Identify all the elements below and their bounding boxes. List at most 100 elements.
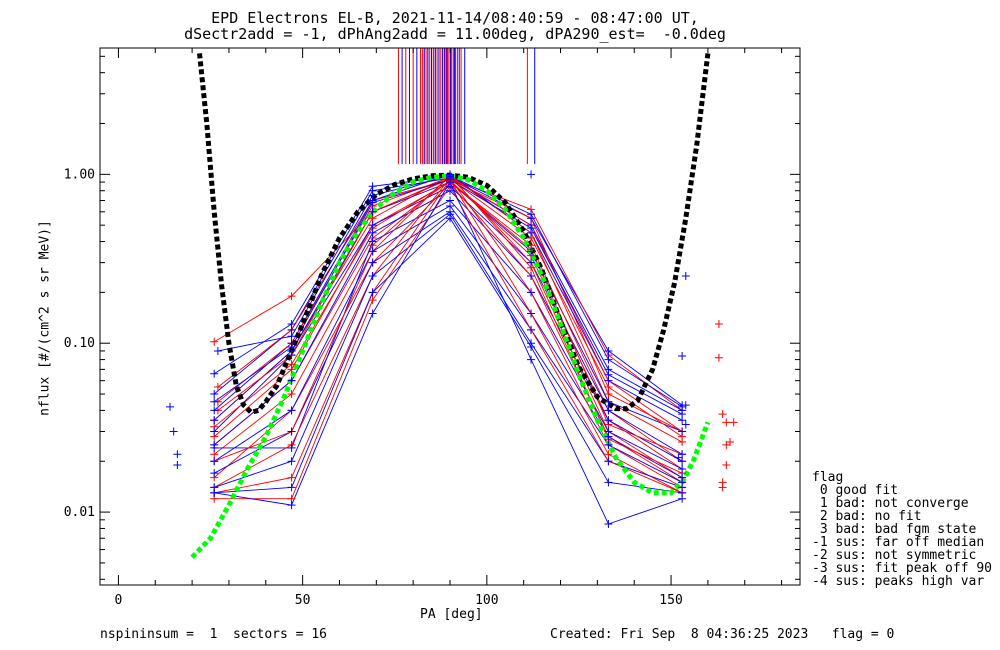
blue-outlier-point (681, 401, 690, 410)
y-tick-label: 0.10 (64, 336, 95, 351)
blue-outlier-point (681, 272, 690, 281)
red-data-point (368, 296, 377, 305)
blue-data-point (210, 416, 219, 425)
blue-data-point (287, 376, 296, 385)
blue-outlier-point (169, 427, 178, 436)
legend-item: 2 bad: no fit (812, 509, 922, 524)
blue-outlier-point (681, 420, 690, 429)
chart-title-line-2: dSectr2add = -1, dPhAng2add = 11.00deg, … (184, 25, 726, 43)
blue-data-point (678, 410, 687, 419)
blue-data-point (604, 406, 613, 415)
blue-data-point (210, 369, 219, 378)
red-series-line (213, 181, 683, 462)
blue-data-point (210, 457, 219, 466)
y-tick-label: 1.00 (64, 167, 95, 182)
blue-data-point (210, 427, 219, 436)
blue-data-point (287, 501, 296, 510)
y-tick-label: 0.01 (64, 505, 95, 520)
red-data-point (287, 390, 296, 399)
blue-data-point (604, 355, 613, 364)
blue-data-point (368, 258, 377, 267)
blue-data-point (368, 247, 377, 256)
blue-data-point (527, 325, 536, 334)
footer-right: Created: Fri Sep 8 04:36:25 2023 flag = … (550, 627, 895, 642)
data-points-group (166, 170, 738, 529)
blue-outlier-point (173, 450, 182, 459)
blue-data-point (527, 342, 536, 351)
blue-data-point (604, 416, 613, 425)
blue-data-point (678, 494, 687, 503)
red-data-point (287, 473, 296, 482)
blue-series-line (213, 211, 683, 483)
blue-data-point (210, 390, 219, 399)
blue-data-point (368, 191, 377, 200)
blue-data-point (368, 207, 377, 216)
axes-group: 0 50 100 150 0.01 0.10 1.00 (64, 48, 800, 608)
top-markers-group (397, 48, 536, 165)
footer-left: nspininsum = 1 sectors = 16 (100, 627, 327, 642)
red-outlier-point (722, 440, 731, 449)
blue-data-point (368, 309, 377, 318)
red-outlier-point (714, 353, 723, 362)
legend-item: 1 bad: not converge (812, 496, 969, 511)
blue-data-point (210, 443, 219, 452)
blue-data-point (678, 450, 687, 459)
blue-data-point (604, 346, 613, 355)
blue-data-point (604, 520, 613, 529)
blue-data-point (210, 469, 219, 478)
x-tick-label: 0 (115, 593, 123, 608)
x-tick-label: 50 (295, 593, 311, 608)
blue-data-point (604, 432, 613, 441)
blue-data-point (287, 342, 296, 351)
blue-data-point (368, 237, 377, 246)
blue-data-point (210, 397, 219, 406)
blue-series-line (213, 179, 683, 415)
blue-series-line (214, 199, 683, 470)
red-data-point (210, 337, 219, 346)
blue-data-point (368, 198, 377, 207)
red-outlier-point (722, 461, 731, 470)
blue-outlier-point (173, 461, 182, 470)
blue-data-point (527, 247, 536, 256)
red-data-point (287, 292, 296, 301)
red-data-point (604, 450, 613, 459)
blue-data-point (604, 397, 613, 406)
red-data-point (213, 383, 222, 392)
blue-data-point (527, 258, 536, 267)
x-tick-label: 100 (475, 593, 498, 608)
blue-data-point (446, 186, 454, 195)
blue-data-point (446, 214, 454, 223)
red-outlier-point (714, 319, 723, 328)
blue-data-point (287, 483, 296, 492)
blue-outlier-point (678, 352, 687, 361)
legend-title: flag (812, 470, 844, 485)
blue-data-point (368, 288, 377, 297)
blue-data-point (210, 488, 219, 497)
blue-data-point (527, 210, 536, 219)
red-series-line (213, 183, 683, 483)
red-data-point (604, 390, 613, 399)
blue-data-point (527, 224, 536, 233)
data-series-group (213, 173, 683, 525)
blue-data-point (604, 478, 613, 487)
blue-data-point (678, 402, 687, 411)
blue-data-point (287, 332, 296, 341)
legend-item: -4 sus: peaks high var (812, 574, 985, 589)
legend-item: -1 sus: far off median (812, 535, 985, 550)
green-fit-curve (190, 173, 711, 560)
blue-data-point (604, 440, 613, 449)
blue-data-point (368, 221, 377, 230)
blue-data-point (678, 427, 687, 436)
blue-data-point (527, 309, 536, 318)
blue-data-point (287, 427, 296, 436)
blue-data-point (287, 443, 296, 452)
x-tick-label: 150 (659, 593, 682, 608)
y-axis-label: nflux [#/(cm^2 s sr MeV)] (37, 220, 53, 416)
black-fit-curve (197, 53, 711, 416)
red-outlier-point (729, 418, 738, 427)
blue-outlier-point (166, 402, 174, 411)
blue-data-point (287, 406, 296, 415)
blue-data-point (213, 346, 222, 355)
red-outlier-point (718, 483, 727, 492)
